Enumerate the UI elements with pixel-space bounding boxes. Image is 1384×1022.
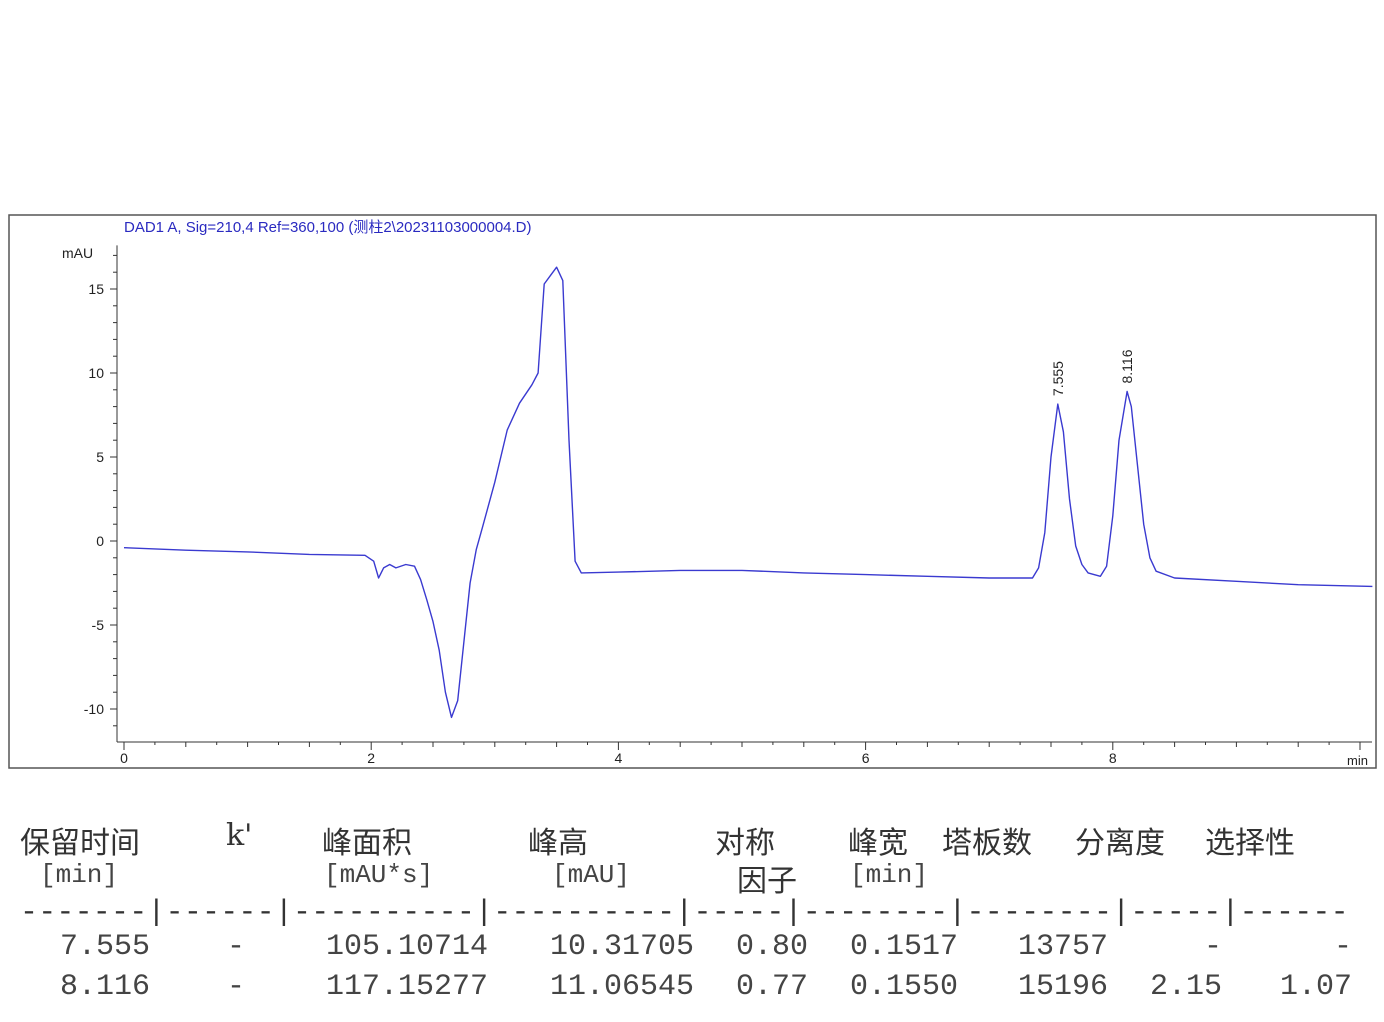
header-width: 峰宽 [848, 826, 908, 861]
cell-retention-time: 7.555 [59, 930, 150, 964]
cell-k-prime: - [226, 970, 245, 1004]
unit-area: [mAU*s] [324, 860, 434, 890]
cell-area: 105.10714 [325, 930, 488, 964]
cell-symmetry: 0.80 [735, 930, 808, 964]
header-k-prime: k' [226, 818, 253, 853]
header-retention-time: 保留时间 [20, 826, 140, 861]
chromatogram-trace [123, 266, 1373, 719]
cell-height: 10.31705 [549, 930, 694, 964]
y-tick-label: 0 [96, 533, 104, 549]
cell-width: 0.1550 [849, 970, 958, 1004]
y-tick-label: 15 [88, 281, 104, 297]
cell-plates: 15196 [1017, 970, 1108, 1004]
y-tick-label: -10 [84, 701, 104, 717]
y-tick-label: 10 [88, 365, 104, 381]
x-tick-label: 2 [367, 750, 375, 766]
chart-frame [8, 214, 1377, 769]
cell-retention-time: 8.116 [59, 970, 150, 1004]
separator-line: -------|------|----------|----------|---… [20, 896, 1349, 930]
cell-width: 0.1517 [849, 930, 958, 964]
header-height: 峰高 [528, 826, 588, 861]
header-symmetry: 对称 [715, 826, 775, 861]
unit-retention-time: [min] [40, 860, 119, 890]
peak-label: 8.116 [1119, 349, 1135, 383]
unit-width: [min] [850, 860, 929, 890]
cell-selectivity: 1.07 [1279, 970, 1352, 1004]
header-area: 峰面积 [322, 826, 412, 861]
cell-area: 117.15277 [325, 970, 488, 1004]
cell-symmetry: 0.77 [735, 970, 808, 1004]
header-symmetry-line2: 因子 [737, 864, 797, 899]
header-plates: 塔板数 [942, 826, 1032, 861]
unit-height: [mAU] [552, 860, 631, 890]
cell-k-prime: - [226, 930, 245, 964]
header-selectivity: 选择性 [1205, 826, 1295, 861]
cell-resolution: 2.15 [1149, 970, 1222, 1004]
x-tick-label: 6 [862, 750, 870, 766]
cell-plates: 13757 [1017, 930, 1108, 964]
x-tick-label: 8 [1109, 750, 1117, 766]
chromatogram-chart: DAD1 A, Sig=210,4 Ref=360,100 (测柱2\20231… [8, 214, 1377, 769]
x-tick-label: 0 [120, 750, 128, 766]
x-axis-label: min [1347, 753, 1368, 768]
x-tick-label: 4 [615, 750, 623, 766]
peak-label: 7.555 [1050, 361, 1066, 396]
header-resolution: 分离度 [1075, 826, 1165, 861]
y-tick-label: -5 [92, 617, 105, 633]
cell-resolution: - [1203, 930, 1222, 964]
y-tick-label: 5 [96, 449, 104, 465]
cell-height: 11.06545 [549, 970, 694, 1004]
cell-selectivity: - [1333, 930, 1352, 964]
chart-title: DAD1 A, Sig=210,4 Ref=360,100 (测柱2\20231… [124, 219, 532, 236]
y-axis-label: mAU [62, 245, 93, 261]
